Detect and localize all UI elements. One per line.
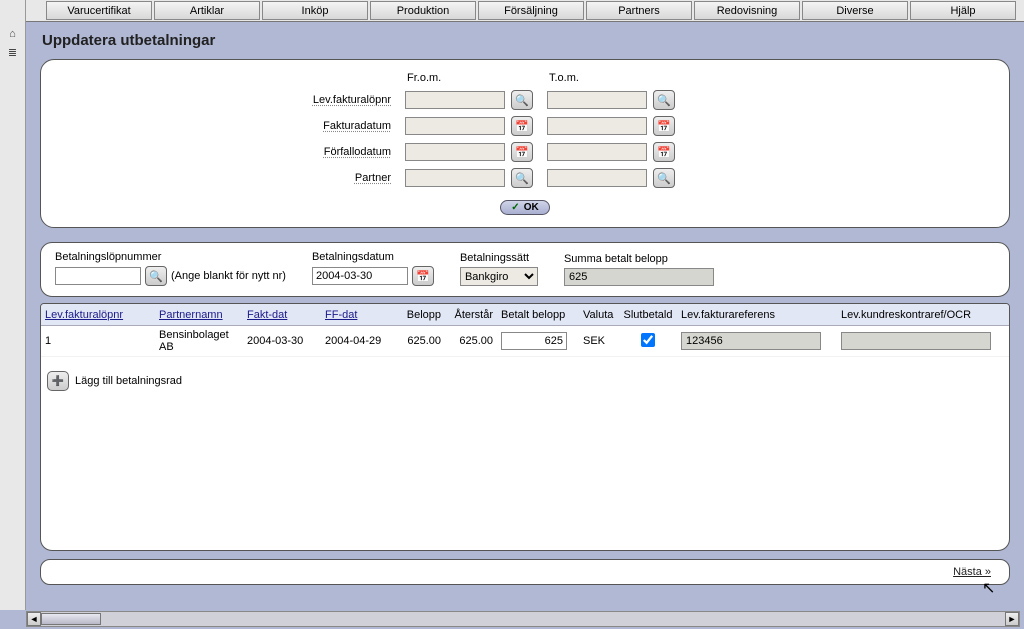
cell-val: SEK [579,335,619,347]
table-header: Lev.fakturalöpnr Partnernamn Fakt-dat FF… [41,304,1009,326]
filter-label-invoicedate: Fakturadatum [69,120,399,132]
cell-loop: 1 [41,335,155,347]
ref-input[interactable] [681,332,821,350]
filter-duedate-to[interactable] [547,143,647,161]
filter-invoicedate-from[interactable] [405,117,505,135]
filter-partner-from[interactable] [405,169,505,187]
filter-col-to: T.o.m. [547,72,647,84]
footer-bar: Nästa » [40,559,1010,585]
filter-invoicedate-to[interactable] [547,117,647,135]
th-ref: Lev.fakturareferens [677,309,837,321]
calendar-icon[interactable]: 📅 [653,116,675,136]
th-belopp: Belopp [399,309,445,321]
th-slut: Slutbetald [619,309,677,321]
cell-ref [677,332,837,350]
menubar: Varucertifikat Artiklar Inköp Produktion… [26,0,1024,22]
search-icon[interactable]: 🔍 [511,168,533,188]
filter-duedate-from[interactable] [405,143,505,161]
filter-col-from: Fr.o.m. [405,72,505,84]
payment-sum-label: Summa betalt belopp [564,253,714,265]
th-val: Valuta [579,309,619,321]
payment-sum-input [564,268,714,286]
cell-fdat: 2004-03-30 [243,335,321,347]
filter-partner-to[interactable] [547,169,647,187]
payment-date-input[interactable] [312,267,408,285]
th-loop[interactable]: Lev.fakturalöpnr [41,309,155,321]
left-rail: ⌂ ≣ [0,0,26,610]
menu-diverse[interactable]: Diverse [802,1,908,20]
scroll-left-icon[interactable]: ◄ [27,612,41,626]
next-link[interactable]: Nästa » [953,566,991,578]
filter-panel: Fr.o.m. T.o.m. Lev.fakturalöpnr 🔍 🔍 Fakt… [40,59,1010,228]
search-icon[interactable]: 🔍 [653,168,675,188]
payment-table: Lev.fakturalöpnr Partnernamn Fakt-dat FF… [40,303,1010,551]
menu-inkop[interactable]: Inköp [262,1,368,20]
table-row[interactable]: 1 Bensinbolaget AB 2004-03-30 2004-04-29… [41,326,1009,357]
add-row-label[interactable]: Lägg till betalningsrad [75,375,182,387]
menu-artiklar[interactable]: Artiklar [154,1,260,20]
payment-method-label: Betalningssätt [460,252,538,264]
th-rest: Återstår [445,309,497,321]
cell-belopp: 625.00 [399,335,445,347]
cell-ocr [837,332,997,350]
menu-redovisning[interactable]: Redovisning [694,1,800,20]
th-fdat[interactable]: Fakt-dat [243,309,321,321]
filter-label-duedate: Förfallodatum [69,146,399,158]
slut-checkbox[interactable] [641,333,655,347]
calendar-icon[interactable]: 📅 [511,116,533,136]
filter-label-partner: Partner [69,172,399,184]
th-partner[interactable]: Partnernamn [155,309,243,321]
search-icon[interactable]: 🔍 [511,90,533,110]
list-icon[interactable]: ≣ [8,46,17,59]
cell-ffdat: 2004-04-29 [321,335,399,347]
ocr-input[interactable] [841,332,991,350]
menu-hjalp[interactable]: Hjälp [910,1,1016,20]
search-icon[interactable]: 🔍 [145,266,167,286]
scroll-right-icon[interactable]: ► [1005,612,1019,626]
cell-partner: Bensinbolaget AB [155,329,243,353]
payment-number-hint: (Ange blankt för nytt nr) [171,270,286,282]
search-icon[interactable]: 🔍 [653,90,675,110]
page-title: Uppdatera utbetalningar [42,32,1010,49]
menu-partners[interactable]: Partners [586,1,692,20]
payment-date-label: Betalningsdatum [312,251,434,263]
payment-number-input[interactable] [55,267,141,285]
menu-produktion[interactable]: Produktion [370,1,476,20]
ok-button[interactable]: OK [500,200,549,215]
menu-varucertifikat[interactable]: Varucertifikat [46,1,152,20]
calendar-icon[interactable]: 📅 [511,142,533,162]
calendar-icon[interactable]: 📅 [412,266,434,286]
th-ffdat[interactable]: FF-dat [321,309,399,321]
paid-input[interactable] [501,332,567,350]
payment-panel: Betalningslöpnummer 🔍 (Ange blankt för n… [40,242,1010,297]
filter-invoice-from[interactable] [405,91,505,109]
cell-paid [497,332,579,350]
cell-rest: 625.00 [445,335,497,347]
th-ocr: Lev.kundreskontraref/OCR [837,309,997,321]
calendar-icon[interactable]: 📅 [653,142,675,162]
filter-label-invoice: Lev.fakturalöpnr [69,94,399,106]
th-paid: Betalt belopp [497,309,579,321]
scroll-thumb[interactable] [41,613,101,625]
menu-forsaljning[interactable]: Försäljning [478,1,584,20]
add-row-icon[interactable]: ➕ [47,371,69,391]
filter-invoice-to[interactable] [547,91,647,109]
payment-method-select[interactable]: Bankgiro [460,267,538,286]
horizontal-scrollbar[interactable]: ◄ ► [26,611,1020,627]
payment-number-label: Betalningslöpnummer [55,251,286,263]
home-icon[interactable]: ⌂ [9,28,16,40]
cell-slut [619,333,677,350]
